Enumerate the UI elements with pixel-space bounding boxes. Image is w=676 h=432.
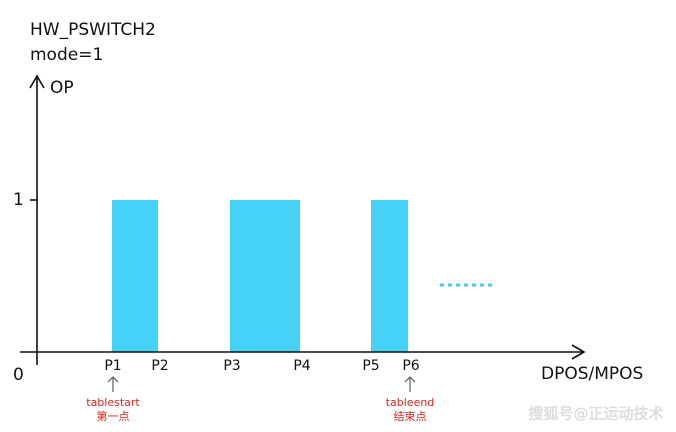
y-arrow <box>29 74 45 89</box>
annotation-note: 结束点 <box>394 410 427 423</box>
x-label: DPOS/MPOS <box>541 364 643 384</box>
pulse <box>112 200 158 352</box>
pulses <box>112 200 495 352</box>
title: HW_PSWITCH2 <box>30 20 156 40</box>
annotation: tableend <box>386 396 435 409</box>
point-label: P4 <box>293 358 310 374</box>
pointer-arrows <box>107 376 416 392</box>
point-label: P6 <box>402 358 419 374</box>
watermark: 搜狐号@正运动技术 <box>528 405 663 423</box>
point-label: P5 <box>362 358 379 374</box>
point-label: P2 <box>151 358 168 374</box>
origin-label: 0 <box>13 365 24 385</box>
axes <box>20 74 586 365</box>
level-label: 1 <box>13 190 24 210</box>
pulse <box>371 200 408 352</box>
pulse <box>230 200 300 352</box>
annotation: tablestart <box>86 396 140 409</box>
point-label: P1 <box>104 358 121 374</box>
subtitle: mode=1 <box>30 45 103 65</box>
x-arrow <box>571 344 586 360</box>
point-label: P3 <box>223 358 240 374</box>
annotation-note: 第一点 <box>97 409 130 423</box>
y-label: OP <box>50 78 74 98</box>
